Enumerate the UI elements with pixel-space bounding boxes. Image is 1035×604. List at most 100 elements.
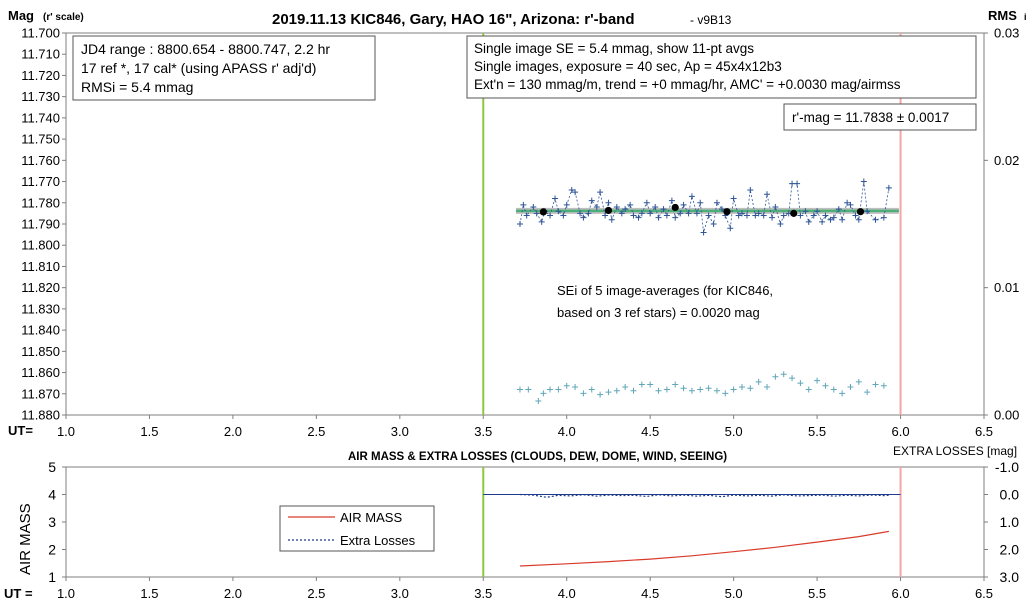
top-rms-point <box>805 386 812 393</box>
top-mag-point <box>568 187 575 194</box>
sei-label-line-1: SEi of 5 image-averages (for KIC846, <box>557 283 773 298</box>
top-x-tick-label: 3.0 <box>391 424 409 439</box>
top-rms-point <box>680 385 687 392</box>
top-mag-point <box>814 208 821 215</box>
sei-label-line-2: based on 3 ref stars) = 0.0020 mag <box>557 305 760 320</box>
top-rms-point <box>516 386 523 393</box>
top-mag-point <box>844 199 851 206</box>
top-axis-ticks <box>62 32 988 419</box>
top-mag-point <box>560 212 567 219</box>
top-rms-point <box>814 377 821 384</box>
top-avg-point <box>539 208 547 216</box>
top-mag-point <box>652 204 659 211</box>
top-mag-point <box>655 214 662 221</box>
bottom-x-tick-label: 3.0 <box>391 586 409 601</box>
top-rms-point <box>847 383 854 390</box>
bottom-y-tick-label: 2 <box>48 542 56 558</box>
top-rms-point <box>580 390 587 397</box>
top-xlabel: UT= <box>8 423 33 438</box>
top-mag-point <box>747 187 754 194</box>
bottom-series <box>483 493 901 567</box>
top-mag-point <box>822 212 829 219</box>
top-y-tick-label: 11.860 <box>21 365 60 380</box>
bottom-y-tick-labels: 1 2 3 4 5 <box>48 459 56 585</box>
top-y-tick-label: 11.730 <box>21 89 60 104</box>
bottom-y-tick-label: 5 <box>48 459 56 475</box>
top-x-tick-label: 4.5 <box>641 424 659 439</box>
top-mag-point <box>520 201 527 208</box>
top-rms-point <box>705 385 712 392</box>
top-rms-point <box>540 390 547 397</box>
top-mag-point <box>760 212 767 219</box>
top-mag-point <box>780 212 787 219</box>
top-y-tick-label: 11.800 <box>21 238 60 253</box>
bottom-plot-frame <box>65 466 985 578</box>
top-x-tick-label: 2.0 <box>224 424 242 439</box>
top-mag-point <box>680 201 687 208</box>
top-rms-point <box>547 386 554 393</box>
top-mag-point <box>764 191 771 198</box>
top-rms-point <box>713 387 720 394</box>
top-mag-point <box>685 210 692 217</box>
top-mag-point <box>618 210 625 217</box>
top-y-tick-labels: 11.700 11.710 11.720 11.730 11.740 11.750 11.7… <box>21 26 60 423</box>
top-mag-point <box>602 212 609 219</box>
top-mag-point <box>630 212 637 219</box>
legend-extra-losses-label: Extra Losses <box>340 533 416 548</box>
top-mag-point <box>872 216 879 223</box>
top-mag-point <box>677 210 684 217</box>
bottom-y-tick-label: 4 <box>48 487 56 503</box>
top-avg-point <box>671 203 679 212</box>
top-y-tick-label: 11.870 <box>21 386 60 401</box>
bottom-x-tick-label: 6.5 <box>975 586 993 601</box>
bottom-x-tick-label: 1.0 <box>57 586 75 601</box>
top-rms-point <box>772 373 779 380</box>
bottom-axis-ticks <box>62 466 988 581</box>
top-chart-title: 2019.11.13 KIC846, Gary, HAO 16", Arizon… <box>272 11 635 28</box>
top-rms-point <box>855 378 862 385</box>
top-mag-point <box>718 206 725 213</box>
top-mag-point <box>743 212 750 219</box>
bottom-y-right-tick-label: 2.0 <box>1000 542 1020 558</box>
mag-label-box: r'-mag = 11.7838 ± 0.0017 <box>783 103 977 131</box>
bottom-extra-losses-line <box>519 493 889 498</box>
bottom-legend: AIR MASS Extra Losses <box>279 505 435 552</box>
bottom-xlabel: UT = <box>4 586 33 601</box>
top-series <box>516 178 892 404</box>
top-mag-point <box>735 212 742 219</box>
top-rms-point <box>622 383 629 390</box>
top-mag-point <box>597 189 604 196</box>
top-mag-point <box>713 199 720 206</box>
top-y-tick-label: 11.840 <box>21 323 60 338</box>
info-right-line-3: Ext'n = 130 mmag/m, trend = +0 mmag/hr, … <box>474 77 901 92</box>
top-y-tick-label: 11.850 <box>21 344 60 359</box>
bottom-vertical-lines <box>482 467 902 577</box>
bottom-airmass-line <box>519 530 890 567</box>
top-mag-point <box>802 208 809 215</box>
top-rms-point <box>722 390 729 397</box>
top-ylabel-sub: (r' scale) <box>43 12 84 23</box>
bottom-x-tick-label: 4.5 <box>641 586 659 601</box>
top-x-tick-label: 3.5 <box>474 424 492 439</box>
top-rms-point <box>630 387 637 394</box>
top-rms-point <box>839 390 846 397</box>
top-mag-point <box>835 206 842 213</box>
top-rms-point <box>822 382 829 389</box>
info-left-line-2: 17 ref *, 17 cal* (using APASS r' adj'd) <box>81 60 316 76</box>
top-x-tick-label: 6.5 <box>975 424 993 439</box>
top-x-tick-label: 6.0 <box>892 424 910 439</box>
top-rms-point <box>880 382 887 389</box>
top-mag-point <box>852 212 859 219</box>
info-left-line-3: RMSi = 5.4 mmag <box>81 79 193 95</box>
top-mag-point <box>727 225 734 232</box>
top-mag-point <box>797 212 804 219</box>
top-y-right-tick-labels: 0.03 0.02 0.01 0.00 <box>994 26 1019 423</box>
top-mag-point <box>839 216 846 223</box>
bottom-x-tick-label: 4.0 <box>558 586 576 601</box>
info-left-line-1: JD4 range : 8800.654 - 8800.747, 2.2 hr <box>81 41 330 57</box>
top-rms-point <box>555 386 562 393</box>
top-y-tick-label: 11.780 <box>21 195 60 210</box>
top-rms-point <box>797 380 804 387</box>
top-y-tick-label: 11.820 <box>21 280 60 295</box>
top-mag-point <box>855 216 862 223</box>
